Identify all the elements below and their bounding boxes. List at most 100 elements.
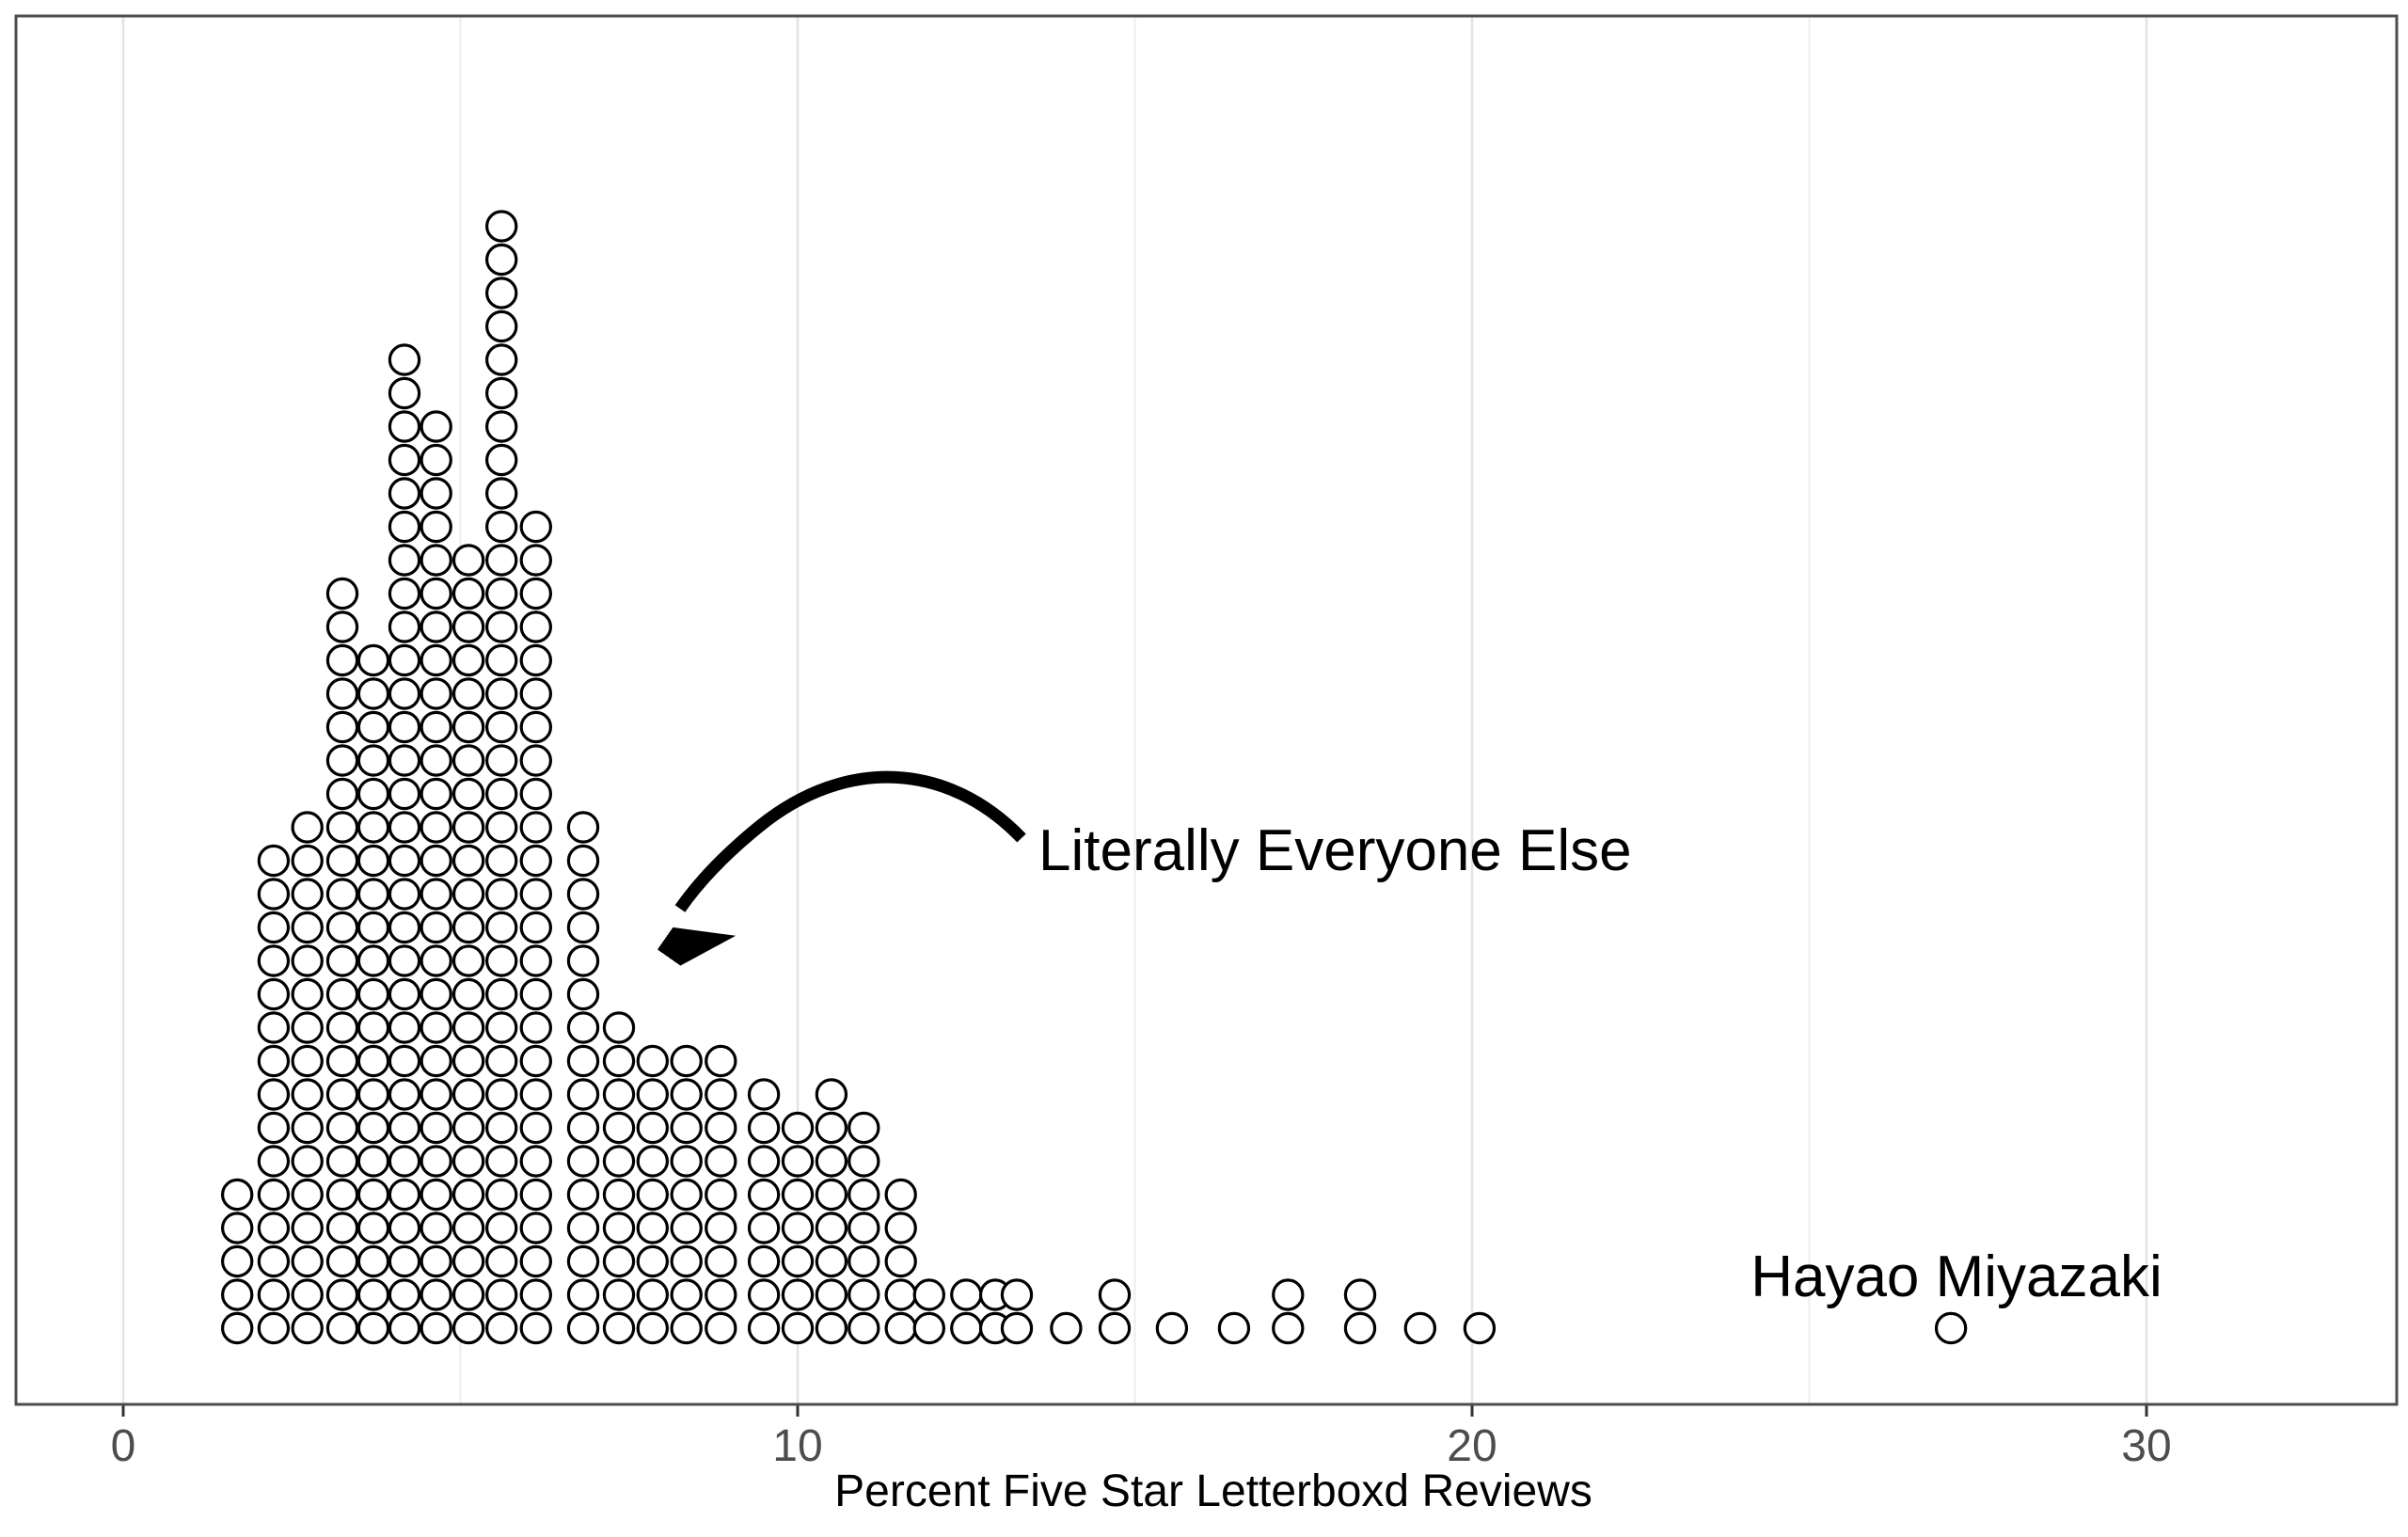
dot <box>356 1244 390 1278</box>
dot <box>566 1044 600 1078</box>
dot <box>1155 1311 1189 1345</box>
dot <box>420 544 452 577</box>
dot <box>452 1244 485 1278</box>
dot <box>566 1145 600 1178</box>
dot <box>747 1278 781 1311</box>
dot <box>815 1244 848 1278</box>
dot <box>325 710 359 744</box>
dot <box>257 844 291 878</box>
dot <box>781 1244 815 1278</box>
dot <box>420 443 452 477</box>
dot <box>420 1244 452 1278</box>
dot <box>452 1311 485 1345</box>
dot <box>420 811 452 844</box>
dot <box>388 744 421 777</box>
dot <box>452 643 485 677</box>
dot <box>420 1278 452 1311</box>
dot <box>485 1278 518 1311</box>
dot <box>566 1311 600 1345</box>
dot <box>781 1278 815 1311</box>
dot <box>602 1244 636 1278</box>
dot <box>636 1178 670 1212</box>
x-tick-label: 0 <box>111 1421 136 1471</box>
dot <box>291 1278 324 1311</box>
dot <box>1098 1311 1132 1345</box>
dot <box>388 1311 421 1345</box>
dot <box>636 1311 670 1345</box>
dot <box>388 977 421 1011</box>
dot <box>884 1311 917 1345</box>
x-tick-label: 10 <box>772 1421 822 1471</box>
dot <box>848 1212 880 1244</box>
dot <box>452 1011 485 1044</box>
dot <box>912 1311 946 1345</box>
dot <box>485 309 518 343</box>
dot <box>519 610 553 643</box>
dot <box>670 1212 703 1244</box>
dot <box>519 710 553 744</box>
dot <box>220 1278 254 1311</box>
dot <box>452 844 485 878</box>
dot <box>420 1078 452 1111</box>
dot <box>485 878 518 911</box>
dot <box>420 1311 452 1345</box>
dot <box>884 1178 917 1212</box>
dot <box>815 1311 848 1345</box>
dot <box>356 977 390 1011</box>
dot <box>325 1178 359 1212</box>
dot <box>636 1212 670 1244</box>
dot <box>291 1044 324 1078</box>
dot <box>452 1078 485 1111</box>
dot <box>420 1178 452 1212</box>
dot <box>257 911 291 944</box>
dot <box>420 911 452 944</box>
dot <box>257 977 291 1011</box>
dot <box>291 944 324 977</box>
dot <box>452 677 485 710</box>
dot <box>1098 1278 1132 1311</box>
dot <box>519 878 553 911</box>
dot <box>566 878 600 911</box>
dot <box>325 610 359 643</box>
dot <box>566 911 600 944</box>
dot <box>848 1244 880 1278</box>
dot <box>257 1212 291 1244</box>
dot <box>388 1178 421 1212</box>
annotation-hayao-miyazaki: Hayao Miyazaki <box>1751 1244 2162 1309</box>
dot <box>485 343 518 376</box>
dot <box>705 1278 737 1311</box>
dot <box>388 1278 421 1311</box>
dot <box>670 1178 703 1212</box>
dot <box>747 1111 781 1145</box>
dot <box>670 1278 703 1311</box>
dot <box>257 1244 291 1278</box>
dot <box>705 1145 737 1178</box>
dot <box>519 510 553 544</box>
dot <box>519 777 553 811</box>
dot <box>485 243 518 277</box>
dot <box>388 577 421 610</box>
dot <box>485 1311 518 1345</box>
dot <box>257 1145 291 1178</box>
dot <box>519 1212 553 1244</box>
dot <box>420 844 452 878</box>
dot <box>519 744 553 777</box>
dot <box>485 777 518 811</box>
dot <box>485 944 518 977</box>
dot <box>257 1078 291 1111</box>
dot <box>566 1244 600 1278</box>
dot <box>257 1011 291 1044</box>
dot <box>485 577 518 610</box>
dot <box>388 811 421 844</box>
dot <box>257 1044 291 1078</box>
x-tick-label: 30 <box>2121 1421 2171 1471</box>
dot <box>356 643 390 677</box>
dot <box>257 1178 291 1212</box>
dot <box>519 1244 553 1278</box>
dot <box>420 643 452 677</box>
dot <box>519 911 553 944</box>
dot <box>257 1278 291 1311</box>
dot <box>519 677 553 710</box>
dot <box>452 610 485 643</box>
dot <box>485 443 518 477</box>
